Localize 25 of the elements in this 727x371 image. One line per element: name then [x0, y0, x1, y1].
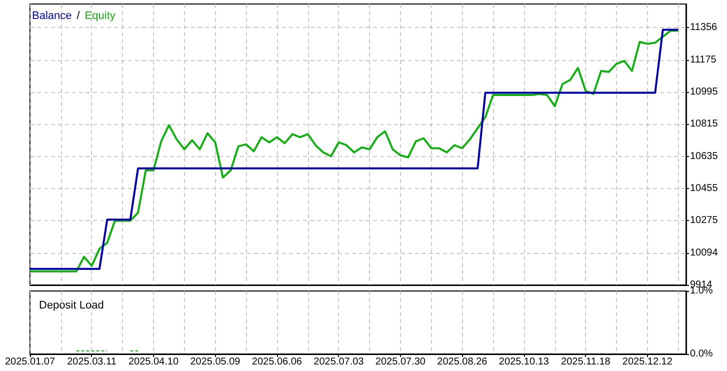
x-tick-label: 2025.03.11 [67, 356, 117, 368]
x-tick-label: 2025.12.12 [622, 356, 673, 368]
text: Deposit Load [39, 300, 104, 312]
y-tick-label: 1.0% [690, 286, 713, 296]
y-tick-label: 10275 [690, 215, 718, 226]
x-tick-label: 2025.06.06 [252, 356, 302, 368]
x-tick-label: 2025.05.09 [190, 356, 241, 368]
y-tick-label: 11356 [690, 22, 718, 34]
x-tick-label: 2025.01.07 [4, 356, 56, 368]
y-tick-label: 10094 [690, 247, 718, 258]
y-tick-label: 10635 [690, 150, 718, 162]
y-tick-label: 10995 [690, 86, 718, 98]
y-tick-label: 10815 [690, 118, 718, 130]
y-tick-label: 10455 [690, 182, 718, 194]
text: Balance [32, 10, 72, 22]
x-tick-label: 2025.04.10 [128, 356, 179, 368]
annotation: / [76, 10, 81, 22]
x-tick-label: 2025.11.18 [561, 356, 611, 368]
x-tick-label: 2025.07.03 [314, 356, 364, 368]
x-tick-label: 2025.10.13 [498, 356, 550, 368]
y-tick-label: 11175 [690, 54, 717, 66]
x-tick-label: 2025.07.30 [375, 356, 426, 368]
x-tick-label: 2025.08.26 [437, 356, 488, 368]
y-tick-label: 0.0% [690, 348, 713, 360]
text: Equity [84, 10, 116, 22]
